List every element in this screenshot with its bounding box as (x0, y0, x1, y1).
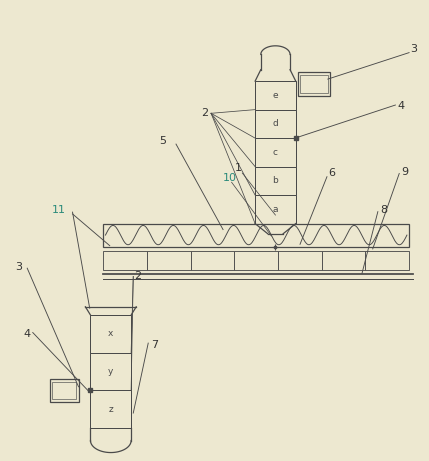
Bar (91, 315, 131, 353)
Text: 3: 3 (410, 44, 417, 54)
Bar (190, 251, 234, 270)
Text: 8: 8 (380, 205, 387, 215)
Text: 2: 2 (201, 108, 208, 118)
Text: 1: 1 (235, 164, 242, 173)
Bar (103, 251, 147, 270)
Text: e: e (272, 91, 278, 100)
Bar (255, 110, 296, 138)
Bar (103, 224, 409, 247)
Bar (234, 251, 278, 270)
Bar (50, 379, 79, 402)
Text: 9: 9 (401, 167, 408, 177)
Bar (366, 251, 409, 270)
Text: z: z (109, 405, 113, 414)
Bar (255, 166, 296, 195)
Text: 6: 6 (329, 168, 335, 178)
Text: a: a (273, 205, 278, 214)
Bar (52, 382, 76, 399)
Bar (300, 75, 328, 93)
Text: b: b (272, 177, 278, 185)
Text: x: x (108, 330, 114, 338)
Bar (91, 390, 131, 428)
Bar (255, 138, 296, 166)
Text: 10: 10 (223, 173, 236, 183)
Bar (91, 353, 131, 390)
Text: 5: 5 (160, 136, 167, 146)
Text: 7: 7 (151, 340, 158, 350)
Text: 3: 3 (15, 262, 22, 272)
Bar (255, 195, 296, 224)
Text: 4: 4 (24, 329, 31, 339)
Text: c: c (273, 148, 278, 157)
Bar (147, 251, 190, 270)
Text: d: d (272, 119, 278, 128)
Bar (322, 251, 366, 270)
Text: 2: 2 (134, 272, 141, 282)
Text: 11: 11 (51, 205, 65, 215)
Bar (298, 72, 330, 96)
Text: y: y (108, 367, 114, 376)
Text: 4: 4 (397, 101, 404, 112)
Bar (278, 251, 322, 270)
Bar (255, 81, 296, 110)
